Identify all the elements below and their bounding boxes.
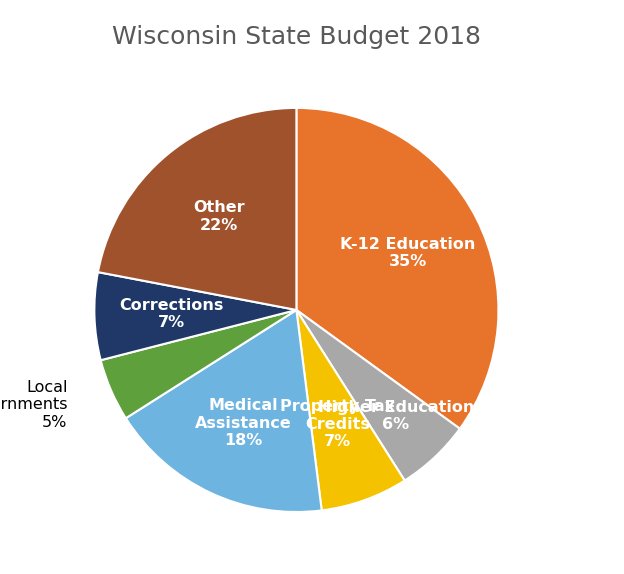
Text: Medical
Assistance
18%: Medical Assistance 18% <box>195 398 291 448</box>
Title: Wisconsin State Budget 2018: Wisconsin State Budget 2018 <box>112 25 481 49</box>
Wedge shape <box>296 310 460 480</box>
Wedge shape <box>126 310 322 512</box>
Text: Local
Governments
5%: Local Governments 5% <box>0 380 67 429</box>
Wedge shape <box>296 108 499 429</box>
Wedge shape <box>296 310 404 510</box>
Text: Corrections
7%: Corrections 7% <box>119 298 223 330</box>
Text: K-12 Education
35%: K-12 Education 35% <box>340 237 475 269</box>
Wedge shape <box>94 272 296 360</box>
Wedge shape <box>100 310 296 418</box>
Wedge shape <box>98 108 296 310</box>
Text: Higher Education
6%: Higher Education 6% <box>318 400 474 432</box>
Text: Other
22%: Other 22% <box>193 200 245 232</box>
Text: Property Tax
Credits
7%: Property Tax Credits 7% <box>280 399 395 449</box>
